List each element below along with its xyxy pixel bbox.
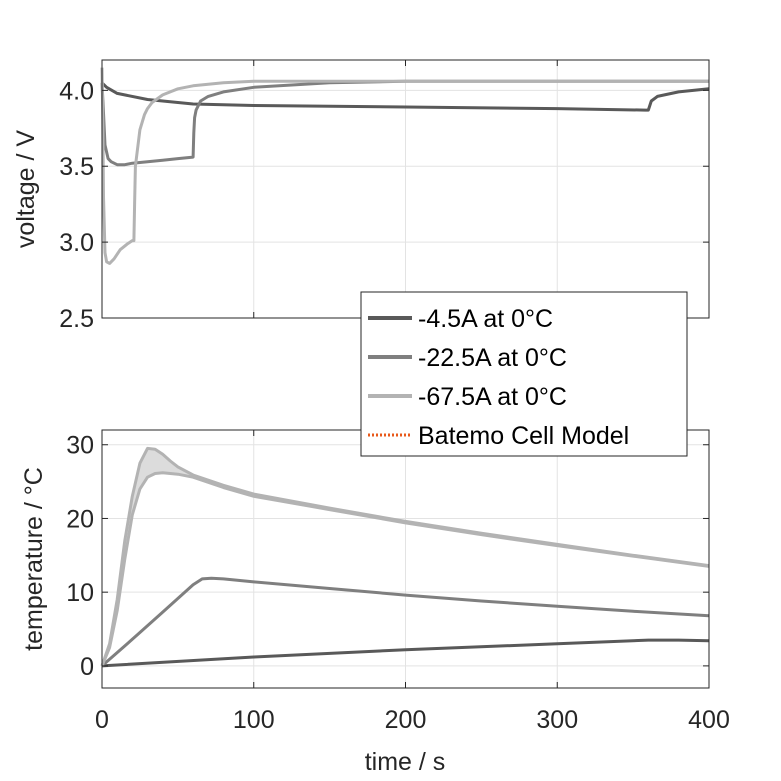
series-line	[100, 79, 709, 167]
temperature-y-axis-label: temperature / °C	[20, 467, 48, 651]
time-x-ticks: 0 100 200 300 400	[95, 706, 730, 734]
legend-label: Batemo Cell Model	[418, 422, 629, 450]
x-tick-label: 400	[688, 706, 730, 734]
y-tick-label: 20	[66, 505, 94, 533]
y-tick-label: 2.5	[59, 305, 94, 333]
y-tick-label: 30	[66, 432, 94, 460]
y-tick-label: 3.5	[59, 153, 94, 181]
x-tick-label: 300	[536, 706, 578, 734]
x-tick-label: 200	[385, 706, 427, 734]
temperature-y-ticks: 0 10 20 30	[66, 430, 710, 688]
series-line	[101, 576, 710, 668]
legend-label: -22.5A at 0°C	[418, 344, 567, 372]
y-tick-label: 0	[80, 653, 94, 681]
series-line	[100, 67, 709, 265]
series-line	[100, 81, 710, 112]
y-tick-label: 10	[66, 579, 94, 607]
time-x-axis-label: time / s	[365, 748, 446, 776]
series-line	[100, 471, 710, 667]
voltage-y-axis-label: voltage / V	[12, 130, 40, 248]
legend-entries: -4.5A at 0°C -22.5A at 0°C -67.5A at 0°C Ba…	[368, 305, 629, 450]
x-tick-label: 0	[95, 706, 109, 734]
voltage-panel: 2.5 3.0 3.5 4.0 voltage / V	[12, 59, 710, 333]
voltage-y-ticks: 2.5 3.0 3.5 4.0	[59, 60, 710, 333]
legend-label: -67.5A at 0°C	[418, 383, 567, 411]
legend: -4.5A at 0°C -22.5A at 0°C -67.5A at 0°C Ba…	[360, 291, 688, 457]
temperature-series	[100, 446, 710, 668]
x-tick-label: 100	[233, 706, 275, 734]
series-line	[101, 638, 710, 668]
y-tick-label: 3.0	[59, 229, 94, 257]
legend-label: -4.5A at 0°C	[418, 305, 553, 333]
voltage-series	[100, 67, 710, 265]
temperature-panel: 0 10 20 30 0 100 200 300 400 temperature / °C t…	[20, 429, 730, 776]
y-tick-label: 4.0	[59, 77, 94, 105]
legend-box	[360, 291, 688, 457]
